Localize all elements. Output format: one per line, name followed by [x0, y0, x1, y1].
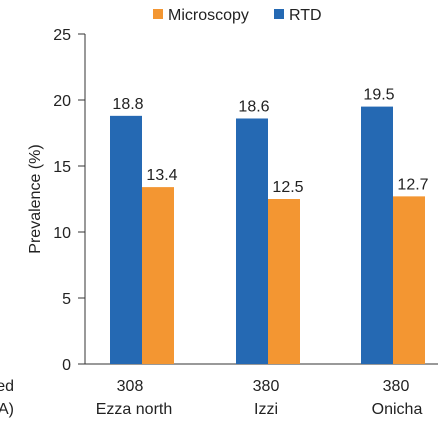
y-tick-label: 10 [53, 225, 71, 242]
y-axis-title: Prevalence (%) [27, 144, 44, 253]
examined-count-ezza-north: 308 [117, 378, 144, 395]
bar-microscopy-izzi [268, 199, 300, 364]
y-tick-label: 0 [62, 357, 71, 374]
data-label-rtd-izzi: 18.6 [238, 98, 269, 115]
category-label-izzi: Izzi [254, 401, 278, 418]
category-label-onicha: Onicha [372, 401, 423, 418]
row-label-examined: ned [0, 378, 14, 395]
y-tick-label: 20 [53, 93, 71, 110]
legend-swatch-microscopy [153, 9, 163, 19]
legend: Microscopy RTD [153, 7, 322, 24]
legend-swatch-rtd [274, 9, 284, 19]
data-label-microscopy-onicha: 12.7 [397, 176, 428, 193]
y-tick-label: 15 [53, 159, 71, 176]
data-labels: 18.8 13.4 18.6 12.5 19.5 12.7 [112, 87, 428, 196]
data-label-rtd-ezza-north: 18.8 [112, 96, 143, 113]
examined-count-onicha: 380 [383, 378, 410, 395]
data-label-rtd-onicha: 19.5 [363, 87, 394, 104]
bar-microscopy-ezza-north [142, 187, 174, 364]
bars [110, 106, 425, 364]
legend-label-microscopy: Microscopy [168, 7, 249, 24]
data-label-microscopy-ezza-north: 13.4 [146, 167, 177, 184]
bar-microscopy-onicha [393, 196, 425, 364]
row-label-area: A) [0, 401, 14, 418]
x-labels: 308 Ezza north 380 Izzi 380 Onicha [96, 378, 423, 418]
bar-rtd-ezza-north [110, 115, 142, 364]
y-tick-label: 25 [53, 27, 71, 44]
bar-rtd-onicha [361, 106, 393, 364]
y-tick-label: 5 [62, 291, 71, 308]
examined-count-izzi: 380 [253, 378, 280, 395]
y-ticks: 0 5 10 15 20 25 [53, 27, 85, 374]
data-label-microscopy-izzi: 12.5 [272, 179, 303, 196]
bar-rtd-izzi [236, 118, 268, 364]
legend-label-rtd: RTD [289, 7, 322, 24]
category-label-ezza-north: Ezza north [96, 401, 172, 418]
